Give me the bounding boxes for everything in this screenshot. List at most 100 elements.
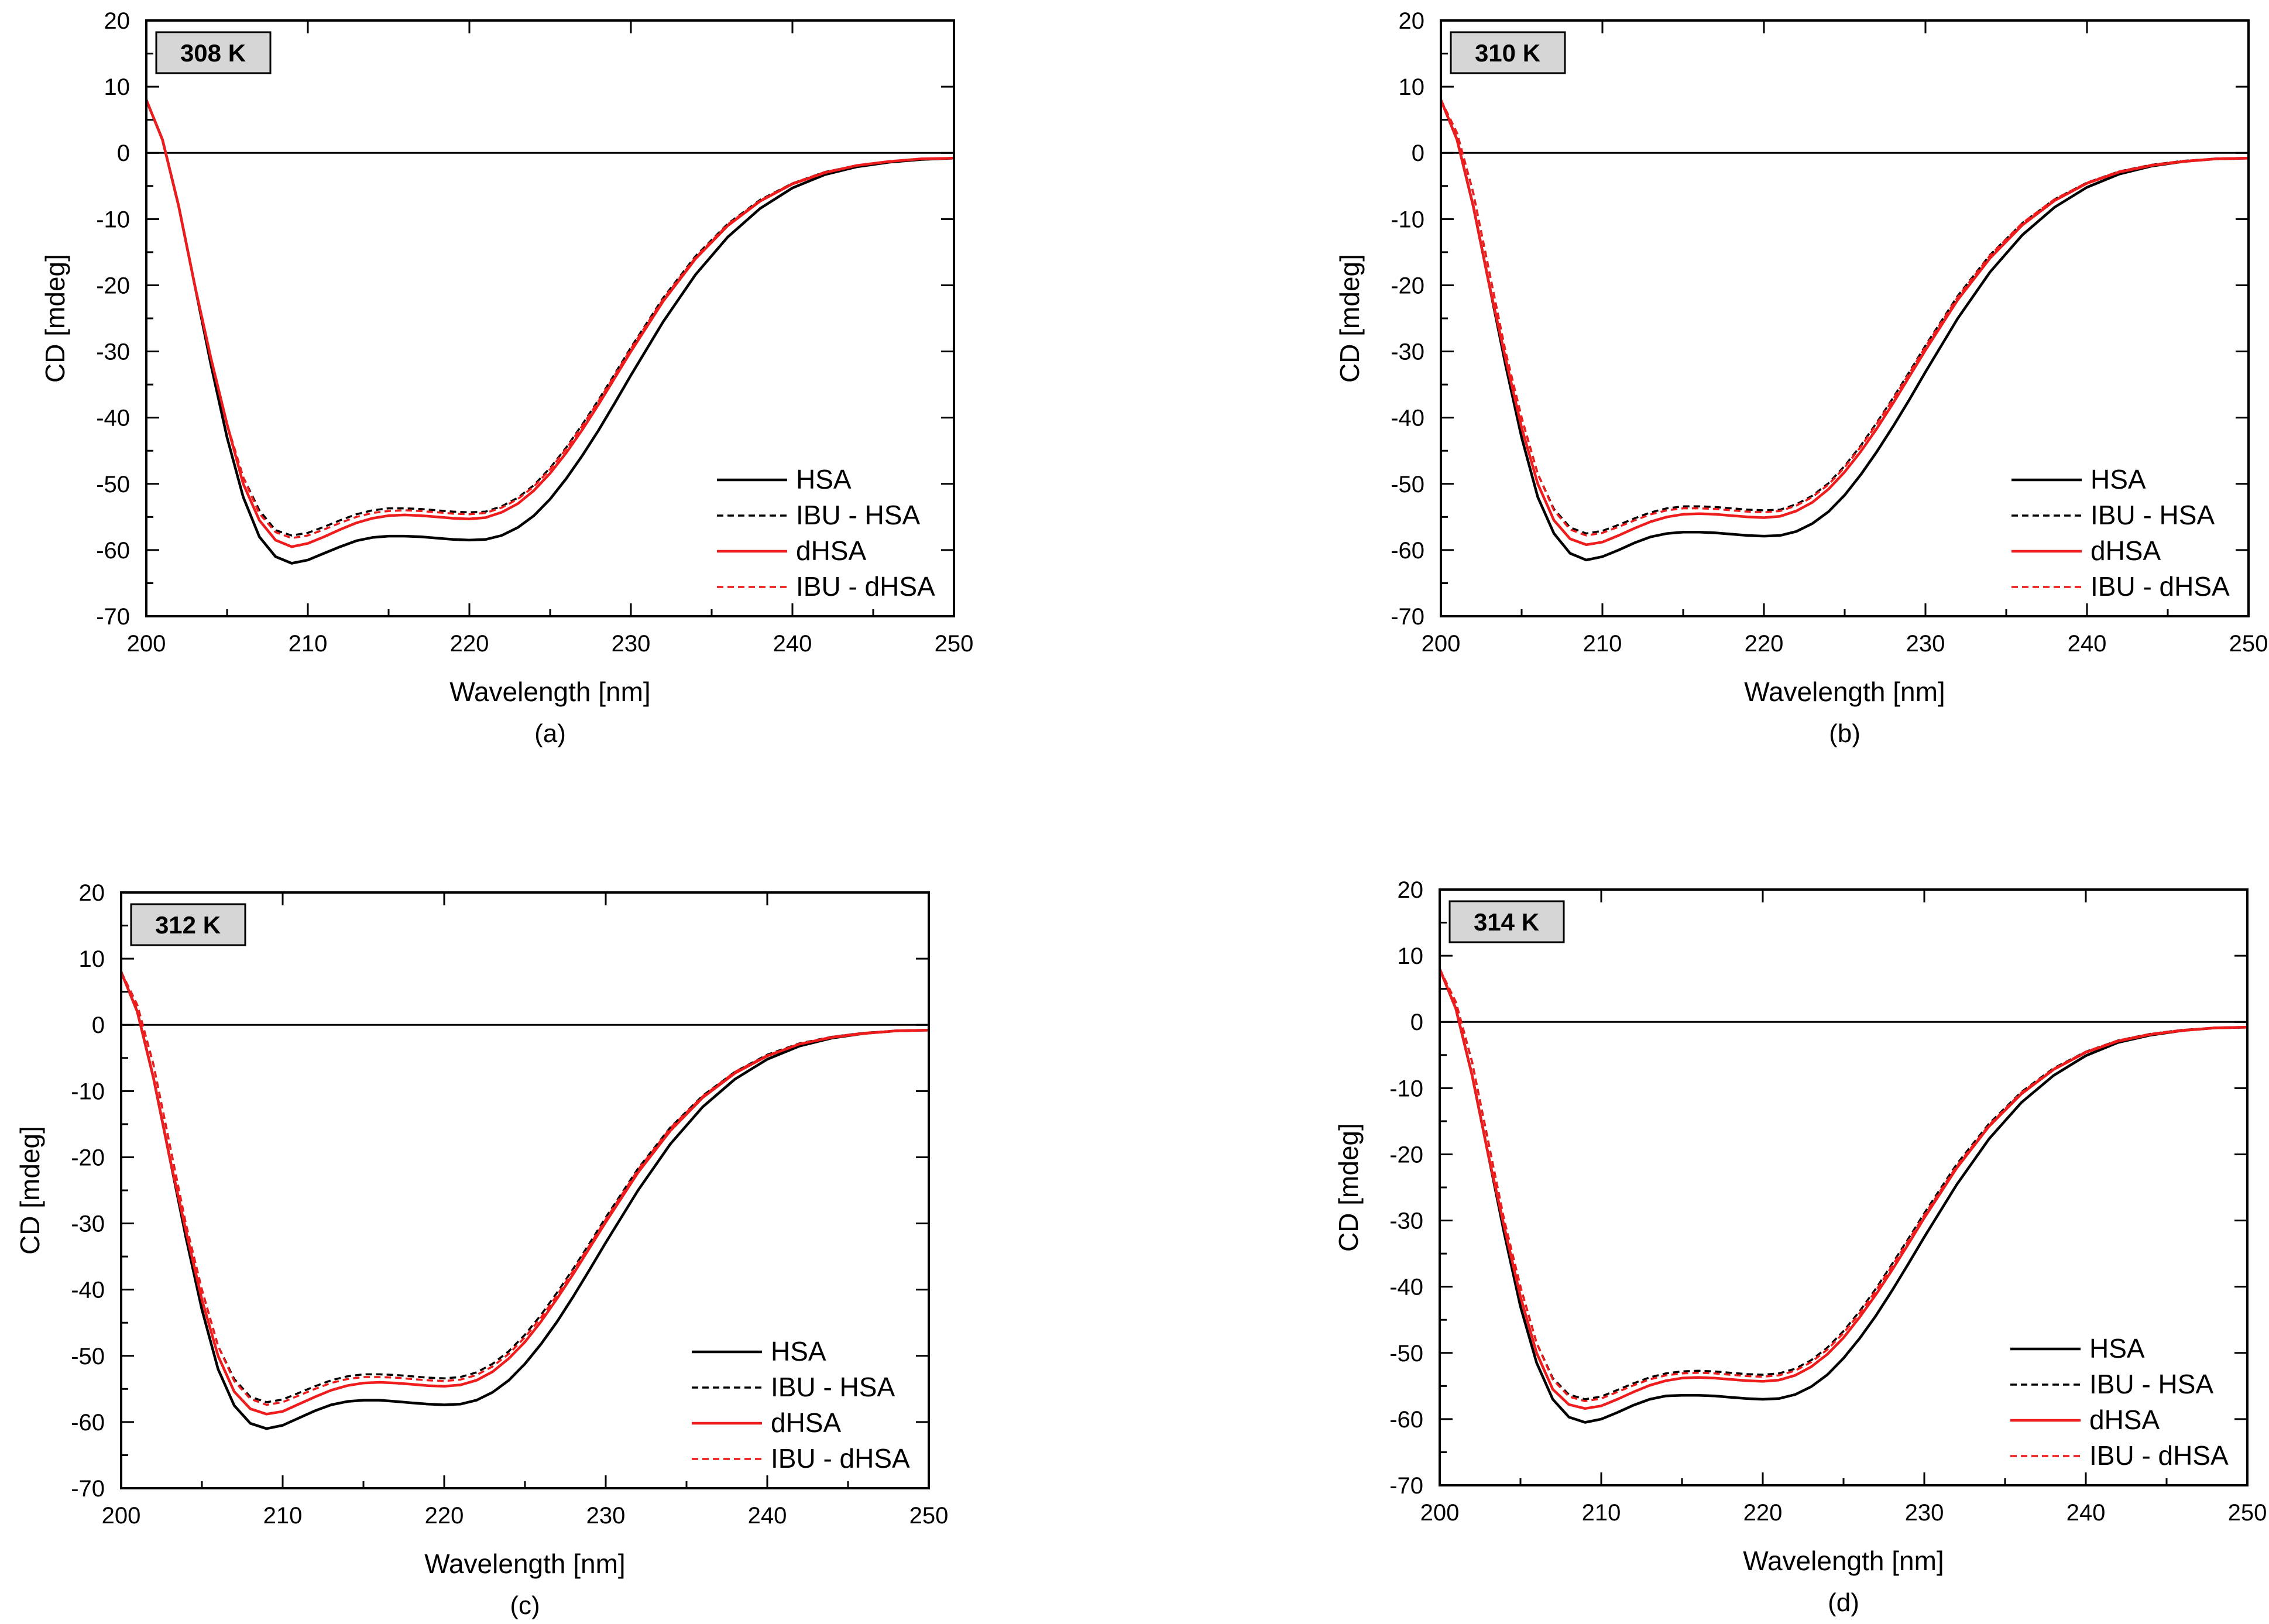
x-tick-label: 250	[935, 631, 974, 657]
y-tick-label: -10	[1389, 1076, 1423, 1101]
y-tick-label: -60	[1391, 538, 1424, 564]
legend-label: HSA	[796, 464, 852, 495]
legend-label: IBU - dHSA	[2090, 571, 2230, 602]
y-tick-label: -40	[1391, 406, 1424, 431]
x-axis-title: Wavelength [nm]	[449, 677, 650, 707]
x-tick-label: 240	[773, 631, 812, 657]
temperature-badge	[1450, 31, 1566, 74]
series-line-dhsa	[119, 971, 929, 1416]
legend-label: dHSA	[2090, 535, 2161, 566]
y-axis-title: CD [mdeg]	[1333, 1123, 1364, 1252]
legend-label: HSA	[2090, 464, 2146, 495]
y-tick-label: -40	[71, 1278, 105, 1303]
y-tick-label: 0	[1410, 1010, 1423, 1035]
legend-label: IBU - HSA	[2089, 1369, 2213, 1399]
y-tick-label: -60	[71, 1410, 105, 1436]
y-tick-label: -60	[96, 538, 130, 564]
x-tick-label: 250	[909, 1503, 949, 1529]
y-tick-label: 20	[79, 880, 105, 906]
series-line-hsa	[119, 971, 929, 1430]
y-tick-label: 0	[92, 1012, 105, 1038]
x-tick-label: 240	[2068, 631, 2107, 657]
x-tick-label: 220	[425, 1503, 464, 1529]
x-tick-label: 210	[1583, 631, 1622, 657]
legend-label: IBU - HSA	[796, 500, 920, 530]
panel-caption: (d)	[1828, 1588, 1859, 1617]
y-tick-label: 0	[1412, 140, 1424, 166]
y-tick-label: -40	[1389, 1275, 1423, 1300]
y-tick-label: 10	[1399, 74, 1425, 100]
y-tick-label: -70	[1391, 604, 1424, 630]
y-tick-label: -30	[1389, 1208, 1423, 1234]
legend-label: IBU - dHSA	[771, 1443, 910, 1474]
x-tick-label: 240	[748, 1503, 787, 1529]
x-tick-label: 200	[127, 631, 166, 657]
y-tick-label: -70	[71, 1476, 105, 1502]
y-tick-label: -70	[1389, 1473, 1423, 1499]
y-tick-label: -20	[71, 1145, 105, 1170]
x-tick-label: 220	[1743, 1500, 1783, 1526]
x-tick-label: 200	[1422, 631, 1461, 657]
x-axis-title: Wavelength [nm]	[424, 1549, 625, 1579]
y-tick-label: -30	[1391, 339, 1424, 365]
y-tick-label: -50	[1391, 472, 1424, 497]
x-tick-label: 210	[289, 631, 328, 657]
y-tick-label: -20	[1391, 273, 1424, 298]
series-line-hsa	[145, 99, 955, 565]
legend-label: dHSA	[771, 1407, 841, 1438]
x-tick-label: 210	[263, 1503, 303, 1529]
y-tick-label: 10	[1398, 943, 1424, 969]
x-tick-label: 200	[1420, 1500, 1460, 1526]
legend-label: IBU - HSA	[771, 1372, 895, 1402]
y-axis-title: CD [mdeg]	[40, 254, 70, 383]
legend-label: HSA	[2089, 1333, 2145, 1364]
y-tick-label: 10	[104, 74, 131, 100]
chart-panel: 200 210 220 230 240 250 20 10 0 -10 -20 -30 -40 -50 -6…	[15, 880, 948, 1620]
y-tick-label: -30	[71, 1211, 105, 1237]
y-tick-label: -40	[96, 406, 130, 431]
x-axis-title: Wavelength [nm]	[1744, 677, 1945, 707]
series-line-hsa	[1438, 968, 2248, 1424]
x-tick-label: 230	[1905, 1500, 1944, 1526]
temperature-badge	[1448, 900, 1565, 943]
panel-caption: (a)	[534, 719, 566, 748]
series-line-hsa	[1439, 99, 2249, 562]
y-tick-label: -50	[71, 1344, 105, 1369]
chart-panel: 200 210 220 230 240 250 20 10 0 -10 -20 -30 -40 -50 -6…	[1334, 8, 2268, 748]
chart-panel: 200 210 220 230 240 250 20 10 0 -10 -20 -30 -40 -50 -6…	[1333, 877, 2267, 1617]
legend-label: HSA	[771, 1336, 826, 1367]
y-axis-title: CD [mdeg]	[1334, 254, 1365, 383]
y-axis-title: CD [mdeg]	[15, 1126, 45, 1255]
series-line-ibu-dhsa	[120, 971, 929, 1406]
panel-caption: (b)	[1829, 719, 1860, 748]
temperature-badge	[155, 31, 272, 74]
x-tick-label: 250	[2228, 1500, 2267, 1526]
x-tick-label: 230	[586, 1503, 626, 1529]
x-tick-label: 230	[1906, 631, 1945, 657]
x-tick-label: 210	[1582, 1500, 1621, 1526]
x-tick-label: 230	[612, 631, 651, 657]
temperature-badge	[130, 903, 246, 946]
chart-panel: 200 210 220 230 240 250 20 10 0 -10 -20 -30 -40 -50 -6…	[40, 8, 973, 748]
x-tick-label: 220	[450, 631, 489, 657]
y-tick-label: -60	[1389, 1407, 1423, 1433]
y-tick-label: -30	[96, 339, 130, 365]
y-tick-label: 0	[117, 140, 130, 166]
y-tick-label: -10	[96, 207, 130, 232]
x-tick-label: 240	[2067, 1500, 2106, 1526]
temperature-label: 310 K	[1475, 39, 1540, 67]
series-line-ibu-dhsa	[145, 99, 955, 540]
y-tick-label: 20	[104, 8, 131, 34]
temperature-label: 308 K	[180, 39, 246, 67]
legend-label: dHSA	[2089, 1405, 2160, 1435]
x-axis-title: Wavelength [nm]	[1743, 1546, 1944, 1576]
y-tick-label: -10	[71, 1079, 105, 1104]
temperature-label: 312 K	[155, 911, 221, 939]
series-line-ibu-dhsa	[1440, 99, 2249, 537]
x-tick-label: 200	[102, 1503, 141, 1529]
y-tick-label: 20	[1398, 877, 1424, 903]
series-line-ibu-dhsa	[1439, 968, 2248, 1403]
y-tick-label: -50	[1389, 1341, 1423, 1367]
